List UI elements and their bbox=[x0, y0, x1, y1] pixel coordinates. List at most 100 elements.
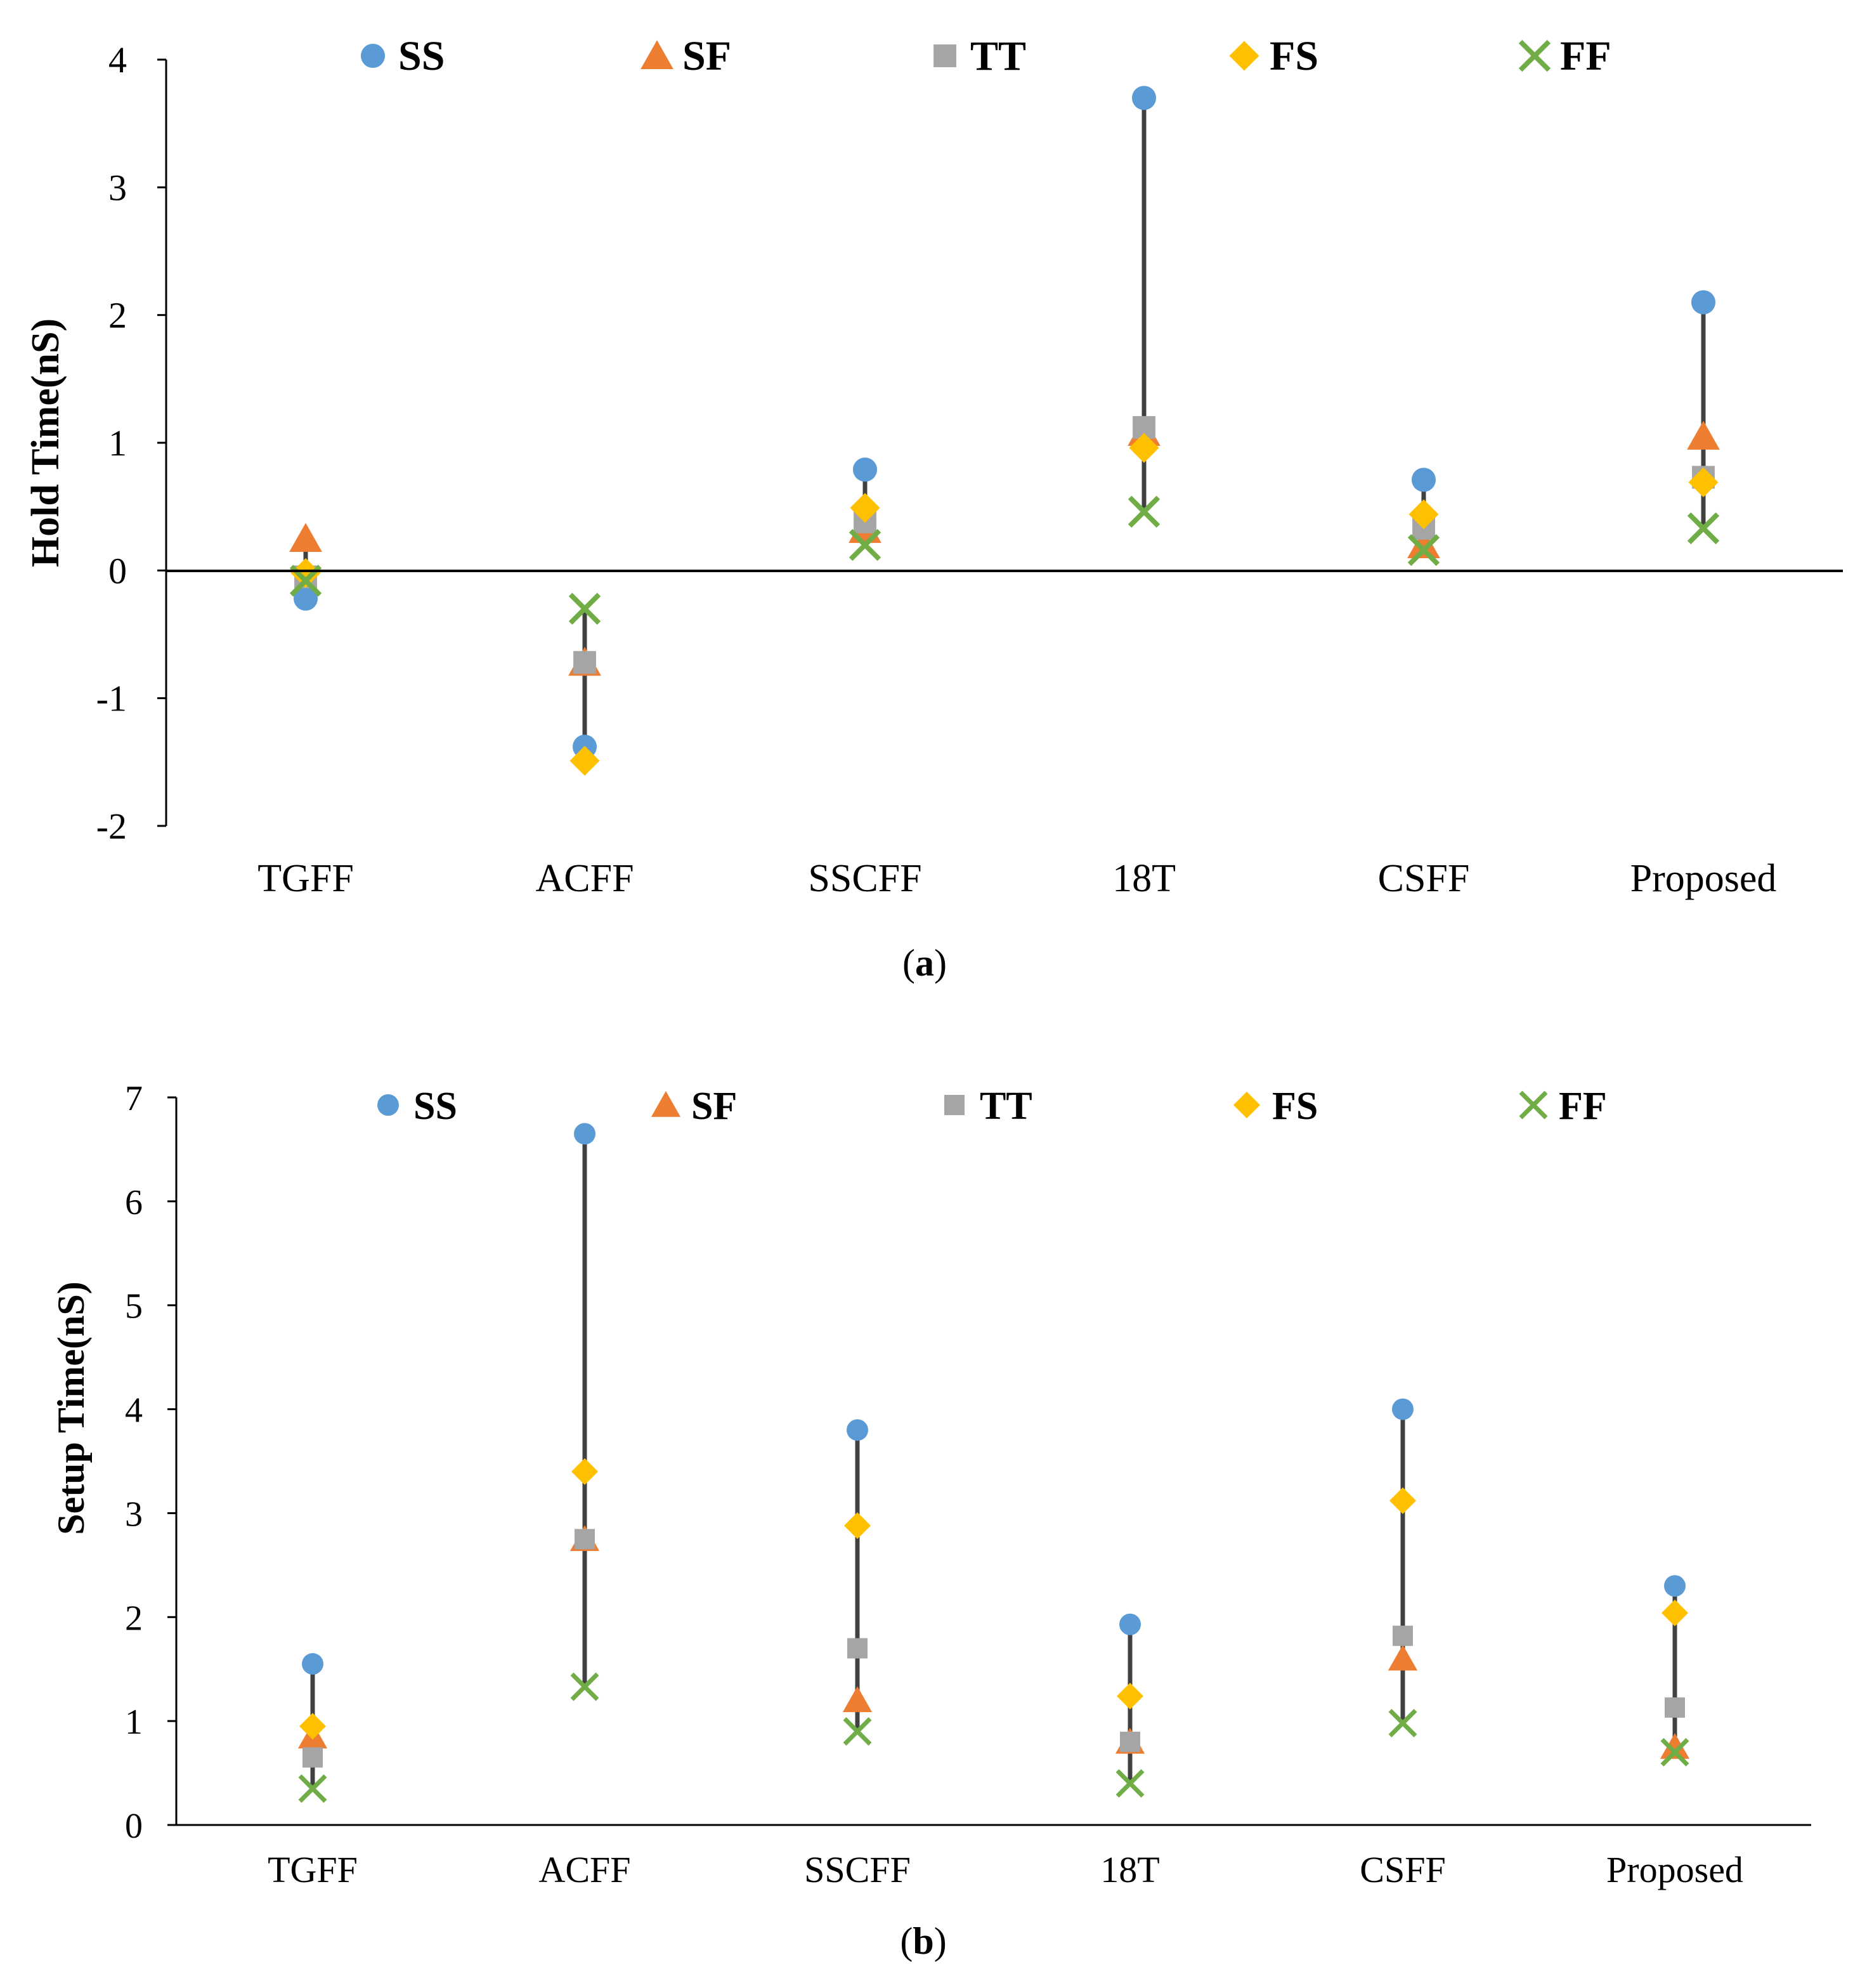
data-point-fs bbox=[844, 1512, 871, 1540]
data-point-tt bbox=[573, 651, 596, 674]
y-tick-label: 2 bbox=[125, 1599, 143, 1638]
y-tick-label: -2 bbox=[96, 806, 127, 847]
data-point-tt bbox=[1665, 1697, 1685, 1718]
data-point-ff bbox=[1115, 1769, 1145, 1798]
legend-label: FS bbox=[1272, 1085, 1318, 1128]
data-point-fs bbox=[1129, 433, 1159, 463]
y-tick-label: 4 bbox=[125, 1391, 143, 1430]
y-tick-label: 4 bbox=[108, 39, 127, 81]
y-tick-label: 2 bbox=[108, 295, 127, 336]
data-point-sf bbox=[842, 1686, 873, 1713]
x-tick-label: 18T bbox=[1112, 857, 1176, 900]
data-point-tt bbox=[847, 1638, 868, 1659]
legend-label: TT bbox=[970, 33, 1026, 79]
y-tick-label: 0 bbox=[125, 1807, 143, 1846]
legend-label: SF bbox=[682, 33, 731, 79]
square-icon bbox=[944, 1095, 965, 1115]
y-tick-label: 6 bbox=[125, 1183, 143, 1222]
y-tick-label: 1 bbox=[108, 422, 127, 464]
x-tick-label: TGFF bbox=[257, 857, 354, 900]
y-tick-label: 1 bbox=[125, 1703, 143, 1742]
data-point-sf bbox=[1388, 1644, 1418, 1671]
x-tick-label: TGFF bbox=[268, 1849, 358, 1890]
data-point-ss bbox=[1664, 1575, 1686, 1597]
triangle-icon bbox=[651, 1091, 681, 1117]
y-tick-label: 3 bbox=[108, 167, 127, 208]
x-tick-label: CSFF bbox=[1378, 857, 1470, 900]
data-point-ss bbox=[1691, 290, 1716, 315]
data-point-ss bbox=[1392, 1398, 1414, 1420]
panel-b-letter: b bbox=[913, 1920, 933, 1962]
panel-b: 0 1 2 3 4 5 6 7 TGFF ACFF SSCFF 18T CSFF Proposed Se… bbox=[50, 1079, 1811, 1962]
data-point-ff bbox=[1407, 533, 1440, 566]
data-point-ff bbox=[1660, 1737, 1689, 1767]
data-point-ff bbox=[843, 1717, 872, 1746]
data-point-fs bbox=[850, 493, 880, 523]
panel-a-legend: SS SF TT FS FF bbox=[360, 33, 1611, 79]
data-point-fs bbox=[1389, 1487, 1416, 1514]
data-point-ff bbox=[1388, 1708, 1417, 1737]
data-point-tt bbox=[1393, 1625, 1413, 1646]
legend-label: SF bbox=[691, 1085, 737, 1128]
panel-b-legend: SS SF TT FS FF bbox=[377, 1085, 1607, 1128]
panel-a-label: (a) bbox=[902, 942, 947, 984]
data-point-ss bbox=[1411, 468, 1436, 492]
data-point-tt bbox=[302, 1747, 323, 1768]
x-tick-label: Proposed bbox=[1606, 1849, 1743, 1890]
panel-b-y-ticks: 0 1 2 3 4 5 6 7 bbox=[125, 1079, 176, 1846]
data-point-ff bbox=[298, 1774, 327, 1803]
square-icon bbox=[933, 44, 956, 67]
data-point-sf bbox=[289, 523, 322, 552]
data-point-ff bbox=[568, 592, 601, 625]
data-point-ff bbox=[1687, 512, 1720, 545]
data-point-ss bbox=[293, 586, 318, 611]
x-icon bbox=[1519, 1090, 1548, 1120]
y-tick-label: 3 bbox=[125, 1494, 143, 1534]
diamond-icon bbox=[1233, 1092, 1260, 1118]
panel-a-y-ticks: -2 -1 0 1 2 3 4 bbox=[96, 39, 166, 847]
data-point-tt bbox=[575, 1529, 595, 1550]
data-point-fs bbox=[571, 1458, 598, 1485]
legend-label: FF bbox=[1560, 33, 1611, 79]
data-point-ff bbox=[570, 1672, 599, 1701]
panel-b-y-axis-title: Setup Time(nS) bbox=[50, 1281, 92, 1535]
diamond-icon bbox=[1229, 41, 1259, 71]
data-point-ss bbox=[847, 1419, 868, 1441]
panel-a-markers bbox=[289, 86, 1720, 776]
legend-label: TT bbox=[980, 1085, 1032, 1128]
legend-label: FS bbox=[1270, 33, 1318, 79]
panel-a-x-tick-labels: TGFF ACFF SSCFF 18T CSFF Proposed bbox=[257, 857, 1776, 900]
x-tick-label: CSFF bbox=[1360, 1849, 1445, 1890]
x-tick-label: 18T bbox=[1100, 1849, 1159, 1890]
data-point-fs bbox=[1408, 499, 1439, 530]
data-point-fs bbox=[1117, 1682, 1143, 1710]
panel-b-label: (b) bbox=[900, 1920, 946, 1962]
legend-label: SS bbox=[398, 33, 445, 79]
data-point-ss bbox=[852, 457, 878, 482]
x-tick-label: ACFF bbox=[538, 1849, 630, 1890]
data-point-fs bbox=[1662, 1599, 1688, 1626]
data-point-ss bbox=[574, 1123, 595, 1145]
panel-b-x-tick-labels: TGFF ACFF SSCFF 18T CSFF Proposed bbox=[268, 1849, 1743, 1890]
y-tick-label: -1 bbox=[96, 678, 127, 719]
panel-a-y-axis-title: Hold Time(nS) bbox=[24, 318, 67, 567]
data-point-ss bbox=[1131, 86, 1157, 110]
circle-icon bbox=[360, 43, 386, 69]
data-point-sf bbox=[1407, 529, 1440, 559]
data-point-sf bbox=[1660, 1733, 1690, 1759]
data-point-ff bbox=[1128, 495, 1161, 528]
panel-b-markers bbox=[297, 1123, 1690, 1803]
panel-a: -2 -1 0 1 2 3 4 TGFF ACFF SSCFF 18T CSFF Proposed H… bbox=[24, 33, 1843, 984]
x-icon bbox=[1518, 39, 1551, 72]
x-tick-label: Proposed bbox=[1630, 857, 1777, 900]
data-point-ff bbox=[849, 528, 881, 561]
data-point-sf bbox=[1687, 421, 1720, 450]
y-tick-label: 5 bbox=[125, 1287, 143, 1326]
x-tick-label: SSCFF bbox=[804, 1849, 911, 1890]
data-point-fs bbox=[569, 745, 600, 776]
legend-label: FF bbox=[1559, 1085, 1607, 1128]
circle-icon bbox=[377, 1094, 399, 1116]
